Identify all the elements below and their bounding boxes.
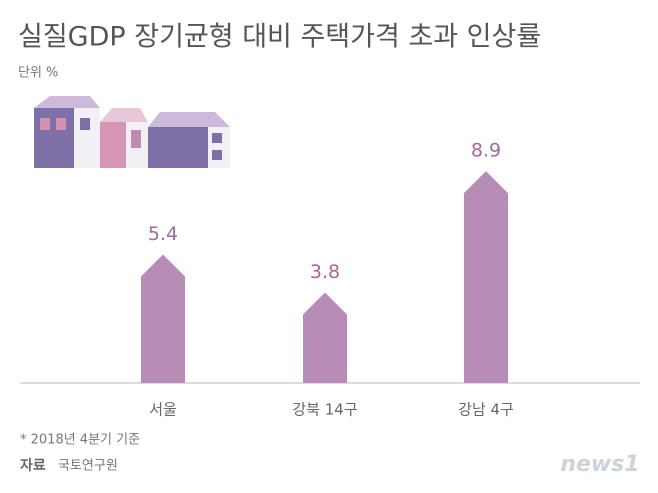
x-tick-label: 강남 4구 xyxy=(458,401,514,419)
bar xyxy=(303,292,347,383)
house-illustration xyxy=(34,96,230,168)
value-label: 8.9 xyxy=(471,140,501,162)
source: 국토연구원 xyxy=(58,459,118,474)
x-tick-label: 강북 14구 xyxy=(292,401,357,419)
bar xyxy=(141,254,185,383)
bar xyxy=(464,171,508,383)
x-tick-label: 서울 xyxy=(149,401,177,419)
logo: news1 xyxy=(560,452,639,477)
note: * 2018년 4분기 기준 xyxy=(20,433,140,448)
value-label: 3.8 xyxy=(310,261,340,283)
value-label: 5.4 xyxy=(148,223,178,245)
unit-label: 단위 % xyxy=(18,66,58,81)
chart-title: 실질GDP 장기균형 대비 주택가격 초과 인상률 xyxy=(18,22,541,53)
source-label: 자료 xyxy=(20,458,46,474)
